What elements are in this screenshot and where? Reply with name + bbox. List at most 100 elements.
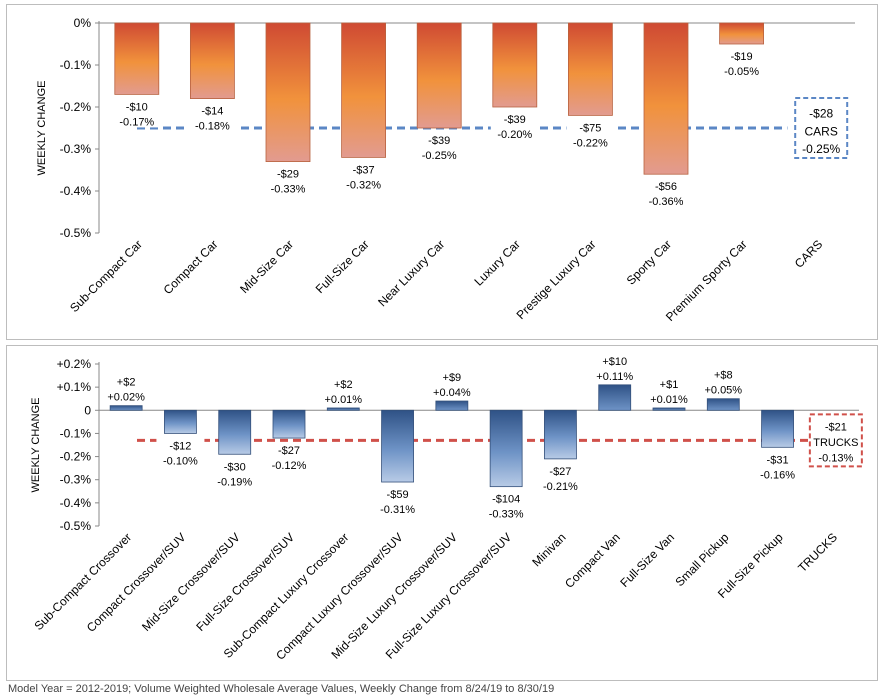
trucks-bar <box>218 409 252 455</box>
trucks-pct-label: -0.12% <box>272 460 307 472</box>
trucks-chart-panel: WEEKLY CHANGE +0.2% +0.1% 0 -0.1% -0.2% -0.3% -… <box>6 345 878 681</box>
trucks-category-label: Full-Size Crossover/SUV <box>193 530 297 634</box>
trucks-pct-label: +0.11% <box>596 371 633 383</box>
cars-data-label-bg <box>188 102 237 132</box>
trucks-dollar-label: +$10 <box>602 356 627 368</box>
cars-dollar-label: -$75 <box>579 122 601 134</box>
trucks-pct-label: -0.21% <box>543 481 578 493</box>
trucks-category-label: Compact Crossover/SUV <box>84 530 189 635</box>
cars-category-label: Near Luxury Car <box>375 237 447 309</box>
cars-average-pct-label: -0.25% <box>802 142 840 156</box>
cars-y-axis-label: WEEKLY CHANGE <box>36 81 48 176</box>
cars-data-label-bg <box>112 98 161 128</box>
trucks-y-tick-label: -0.3% <box>60 473 92 487</box>
cars-bar <box>492 22 538 108</box>
trucks-category-label: Mid-Size Crossover/SUV <box>139 530 243 634</box>
cars-pct-label: -0.20% <box>497 129 532 141</box>
cars-category-label: Sporty Car <box>624 237 674 287</box>
cars-dollar-label: -$14 <box>201 106 223 118</box>
cars-dollar-label: -$29 <box>277 169 299 181</box>
cars-category-label: Full-Size Car <box>313 237 372 296</box>
trucks-pct-label: +0.05% <box>704 385 742 397</box>
trucks-dollar-label: -$31 <box>767 454 789 466</box>
trucks-pct-label: -0.16% <box>760 469 795 481</box>
trucks-data-label-bg <box>427 369 476 399</box>
cars-category-label: Premium Sporty Car <box>663 237 750 324</box>
cars-pct-label: -0.36% <box>649 196 684 208</box>
trucks-pct-label: -0.10% <box>163 455 198 467</box>
trucks-data-label-bg <box>265 442 313 472</box>
trucks-data-label-bg <box>373 486 422 516</box>
trucks-average-pct-label: -0.13% <box>818 452 853 464</box>
cars-data-label-bg <box>490 111 539 140</box>
cars-category-label: CARS <box>792 237 825 270</box>
cars-average-name: CARS <box>805 124 838 138</box>
trucks-bar <box>272 409 306 439</box>
trucks-category-label: Small Pickup <box>672 530 731 589</box>
trucks-category-label: Minivan <box>529 530 568 569</box>
trucks-data-label-bg <box>319 375 368 405</box>
trucks-pct-label: +0.01% <box>324 394 362 406</box>
trucks-average-name: TRUCKS <box>813 437 858 449</box>
cars-dollar-label: -$39 <box>504 114 526 126</box>
cars-category-label: Compact Car <box>161 237 221 297</box>
cars-y-tick-label: -0.2% <box>60 100 92 114</box>
trucks-dollar-label: +$1 <box>660 379 679 391</box>
trucks-pct-label: -0.19% <box>217 476 252 488</box>
cars-category-label: Luxury Car <box>472 237 523 288</box>
cars-dollar-label: -$37 <box>353 164 375 176</box>
cars-bar <box>568 22 613 116</box>
trucks-dollar-label: -$104 <box>492 494 520 506</box>
cars-data-label-bg <box>642 178 690 208</box>
trucks-pct-label: +0.01% <box>650 394 688 406</box>
cars-data-label-bg <box>264 165 312 195</box>
cars-bar <box>643 22 689 175</box>
cars-category-label: Sub-Compact Car <box>67 237 145 315</box>
trucks-pct-label: +0.02% <box>107 392 145 404</box>
trucks-data-label-bg <box>699 366 748 396</box>
trucks-average-box <box>808 413 863 468</box>
trucks-category-label: Compact Van <box>562 530 623 591</box>
trucks-data-label-bg <box>753 451 802 481</box>
trucks-bar <box>435 400 469 411</box>
trucks-bar <box>544 409 577 460</box>
cars-category-label: Mid-Size Car <box>237 237 296 296</box>
cars-bar <box>719 22 764 45</box>
cars-average-dollar-label: -$28 <box>809 107 833 121</box>
trucks-data-label-bg <box>590 352 639 382</box>
trucks-y-tick-label: -0.4% <box>60 496 92 510</box>
trucks-bar <box>706 398 740 411</box>
cars-average-box <box>794 97 849 159</box>
cars-pct-label: -0.22% <box>573 137 608 149</box>
cars-y-tick-label: -0.5% <box>60 226 92 240</box>
trucks-data-label-bg <box>482 490 531 520</box>
cars-pct-label: -0.18% <box>195 121 230 133</box>
trucks-dollar-label: +$8 <box>714 370 733 382</box>
trucks-category-label: Full-Size Van <box>617 530 677 590</box>
trucks-dollar-label: -$59 <box>387 489 409 501</box>
cars-pct-label: -0.33% <box>271 184 306 196</box>
cars-pct-label: -0.05% <box>724 66 759 78</box>
trucks-bar <box>652 407 686 411</box>
cars-bar <box>416 22 462 129</box>
trucks-data-label-bg <box>210 458 259 488</box>
cars-y-tick-label: -0.3% <box>60 142 92 156</box>
cars-dollar-label: -$39 <box>428 135 450 147</box>
cars-pct-label: -0.17% <box>119 116 154 128</box>
trucks-bar <box>489 409 523 488</box>
cars-bar <box>341 22 387 158</box>
trucks-average-dollar-label: -$21 <box>825 422 847 434</box>
trucks-y-tick-label: 0 <box>84 403 91 417</box>
cars-pct-label: -0.32% <box>346 179 381 191</box>
trucks-data-label-bg <box>645 375 693 405</box>
cars-category-label: Prestige Luxury Car <box>514 237 599 322</box>
cars-bar <box>189 22 235 99</box>
trucks-dollar-label: +$2 <box>334 379 353 391</box>
trucks-chart: WEEKLY CHANGE +0.2% +0.1% 0 -0.1% -0.2% -0.3% -… <box>30 352 863 663</box>
trucks-dollar-label: +$9 <box>443 372 462 384</box>
cars-chart-panel: WEEKLY CHANGE 0% -0.1% -0.2% -0.3% -0.4% -0.5%… <box>6 4 878 340</box>
cars-data-label-bg <box>717 48 766 77</box>
trucks-bar <box>761 409 794 448</box>
trucks-pct-label: -0.31% <box>380 504 415 516</box>
trucks-bar <box>164 409 197 434</box>
